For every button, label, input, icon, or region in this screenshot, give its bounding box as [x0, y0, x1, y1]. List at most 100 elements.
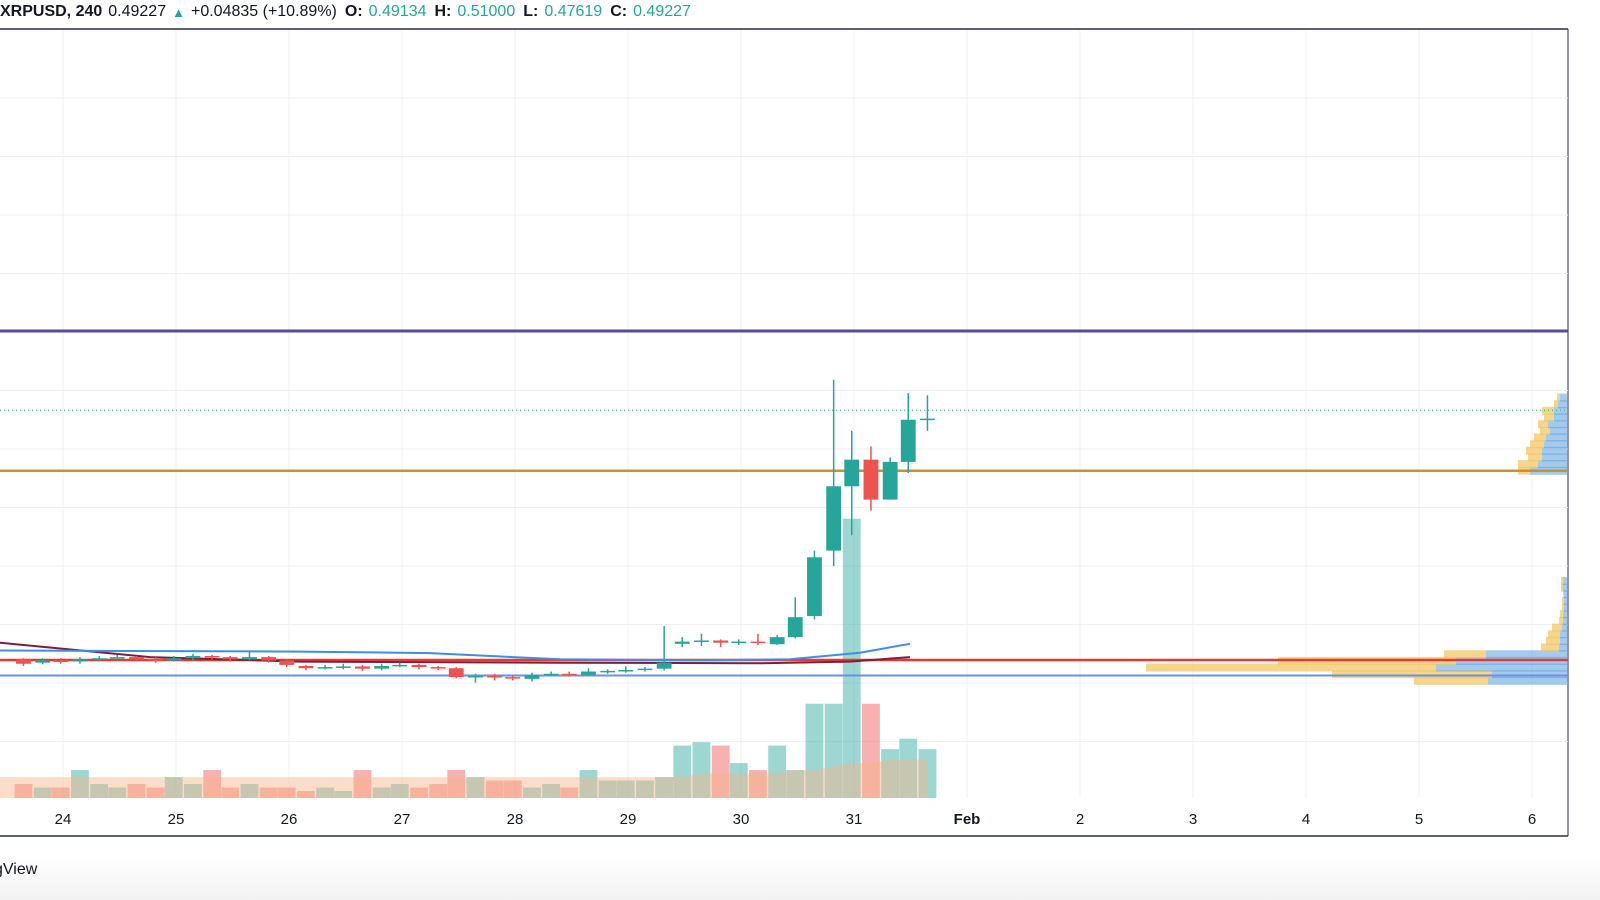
- candle-body: [109, 657, 125, 659]
- price-change: +0.04835 (+10.89%): [190, 3, 337, 20]
- time-axis-label: 3: [1189, 811, 1197, 828]
- volume-profile-down: [1541, 643, 1559, 652]
- candle-body: [694, 640, 709, 642]
- volume-bar: [542, 784, 561, 798]
- candle-body: [487, 675, 503, 678]
- volume-profile-down: [1528, 453, 1542, 462]
- volume-profile-up: [1486, 650, 1568, 659]
- candle-body: [787, 617, 803, 638]
- candle-body: [674, 641, 690, 644]
- candle-body: [713, 640, 729, 643]
- candle-body: [242, 657, 257, 660]
- volume-profile-up: [1560, 636, 1568, 645]
- tradingview-brand[interactable]: gView: [0, 861, 38, 878]
- volume-profile-up: [1560, 630, 1568, 639]
- volume-profile-up: [1550, 426, 1568, 435]
- candle-body: [637, 668, 653, 671]
- volume-bar: [372, 787, 391, 798]
- volume-bar: [203, 770, 222, 798]
- volume-bar: [655, 777, 674, 798]
- open-value: 0.49134: [368, 3, 427, 20]
- volume-profile-down: [1552, 623, 1562, 632]
- volume-profile-down: [1544, 413, 1554, 422]
- close-value: 0.49227: [633, 3, 691, 20]
- volume-bar: [523, 787, 541, 798]
- time-axis-label: 6: [1528, 811, 1536, 828]
- volume-bar: [334, 791, 353, 798]
- volume-bar: [786, 770, 805, 798]
- volume-bar: [71, 770, 89, 798]
- candle-body: [91, 658, 107, 660]
- candle-body: [185, 656, 201, 659]
- volume-profile-up: [1563, 616, 1568, 625]
- time-axis[interactable]: 24 25 26 27 28 29 30 31 Feb 2 3 4 5 6: [55, 811, 1537, 828]
- symbol-label[interactable]: XRPUSD, 240: [0, 3, 103, 20]
- volume-profile-down: [1546, 636, 1560, 645]
- time-axis-label: 30: [733, 811, 750, 828]
- volume-bar: [353, 770, 372, 798]
- volume-bar: [598, 780, 617, 798]
- volume-profile-down: [1557, 393, 1560, 402]
- time-axis-label: 27: [394, 811, 411, 828]
- candle-body: [166, 658, 182, 661]
- symbol-header: XRPUSD, 240 0.49227 ▲ +0.04835 (+10.89%)…: [0, 0, 1600, 24]
- volume-profile-up: [1542, 446, 1568, 455]
- volume-profile-down: [1562, 596, 1564, 605]
- volume-bar: [881, 749, 900, 798]
- volume-profile-up: [1538, 460, 1568, 469]
- candle-body: [468, 675, 483, 678]
- volume-bar: [824, 703, 843, 798]
- volume-bar: [842, 518, 861, 798]
- candle-body: [148, 659, 164, 661]
- candle-body: [261, 657, 277, 661]
- candle-body: [355, 666, 370, 669]
- horizontal-levels[interactable]: [0, 329, 1568, 677]
- candle-body: [581, 671, 596, 675]
- volume-bar: [429, 784, 448, 798]
- volume-profile-down: [1540, 426, 1550, 435]
- volume-profile-down: [1542, 406, 1554, 415]
- volume-bar: [146, 787, 165, 798]
- volume-bar: [33, 787, 52, 798]
- time-axis-label: 28: [507, 811, 524, 828]
- candle-body: [750, 641, 766, 644]
- volume-profile-down: [1146, 663, 1436, 672]
- candle-body: [222, 657, 238, 660]
- price-chart[interactable]: 24 25 26 27 28 29 30 31 Feb 2 3 4 5 6: [0, 0, 1600, 857]
- volume-bar: [221, 787, 240, 798]
- candle-body: [204, 656, 220, 658]
- volume-bar: [316, 787, 335, 798]
- volume-profile-up: [1564, 603, 1568, 612]
- volume-profile-down: [1332, 670, 1492, 679]
- volume-profile-down: [1562, 603, 1564, 612]
- volume-profile-up: [1546, 433, 1568, 442]
- candle-body: [656, 662, 672, 669]
- volume-profile-up: [1559, 643, 1568, 652]
- volume-profile-up: [1548, 420, 1568, 429]
- candles: [16, 379, 935, 683]
- volume-bar: [184, 784, 202, 798]
- volume-bar: [768, 745, 787, 798]
- volume-profile-up: [1558, 400, 1568, 409]
- volume-profile-up: [1492, 670, 1568, 679]
- candle-body: [900, 419, 916, 462]
- volume-bar: [729, 763, 748, 798]
- candle-body: [279, 660, 295, 665]
- candle-body: [844, 459, 860, 487]
- candle-body: [618, 669, 634, 672]
- volume-bar: [164, 777, 183, 798]
- volume-profile-down: [1538, 420, 1548, 429]
- up-arrow-icon: ▲: [172, 4, 185, 20]
- volume-ma-area: [0, 759, 928, 798]
- volume-bar: [579, 770, 598, 798]
- ma-slow-line: [0, 641, 911, 665]
- footer-bar: gView: [0, 857, 1600, 900]
- candle-body: [335, 666, 351, 668]
- candle-body: [430, 667, 446, 669]
- candle-body: [731, 641, 747, 644]
- volume-profile-down: [1559, 616, 1563, 625]
- candle-body: [72, 659, 88, 662]
- volume-bar: [503, 780, 522, 798]
- volume-bar: [390, 784, 409, 798]
- moving-averages: [0, 641, 911, 665]
